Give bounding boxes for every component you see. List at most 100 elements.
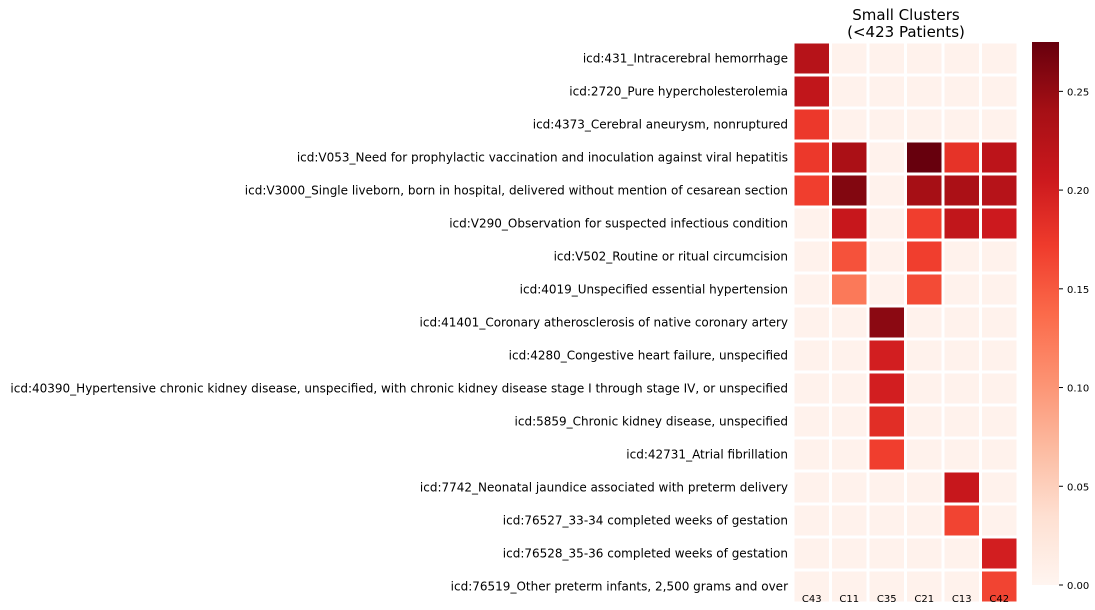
heatmap-cell — [979, 337, 1020, 374]
heatmap-cell — [829, 370, 870, 407]
heatmap-cell — [941, 106, 982, 143]
heatmap-cell — [904, 106, 945, 143]
heatmap-cell — [904, 40, 945, 77]
heatmap-cell — [791, 40, 832, 77]
heatmap-cell — [904, 469, 945, 506]
heatmap-cell — [979, 172, 1020, 209]
chart-title-line-2: (<423 Patients) — [847, 23, 965, 41]
heatmap-cell — [791, 271, 832, 308]
heatmap-cell — [829, 304, 870, 341]
heatmap-cell — [941, 73, 982, 110]
row-label: icd:76528_35-36 completed weeks of gesta… — [503, 547, 788, 561]
column-label: C13 — [952, 594, 972, 605]
heatmap-cell — [979, 238, 1020, 275]
heatmap-cell — [829, 502, 870, 539]
column-label: C21 — [914, 594, 934, 605]
heatmap-cell — [829, 469, 870, 506]
colorbar — [1032, 42, 1059, 585]
heatmap-cell — [791, 436, 832, 473]
heatmap-cell — [791, 205, 832, 242]
heatmap-cell — [791, 106, 832, 143]
row-label: icd:5859_Chronic kidney disease, unspeci… — [515, 415, 788, 429]
heatmap-cell — [829, 238, 870, 275]
heatmap-cell — [866, 139, 907, 176]
heatmap-cell — [866, 370, 907, 407]
heatmap-cell — [866, 502, 907, 539]
heatmap-cell — [904, 337, 945, 374]
heatmap-cell — [941, 436, 982, 473]
row-label: icd:7742_Neonatal jaundice associated wi… — [420, 481, 788, 495]
heatmap-cell — [791, 139, 832, 176]
heatmap-cell — [866, 535, 907, 572]
heatmap-cell — [979, 403, 1020, 440]
heatmap-cell — [866, 403, 907, 440]
heatmap-cell — [941, 568, 982, 605]
heatmap-cell — [866, 271, 907, 308]
heatmap-cell — [941, 535, 982, 572]
heatmap-cell — [904, 502, 945, 539]
heatmap-cell — [979, 205, 1020, 242]
heatmap-cell — [829, 73, 870, 110]
heatmap-cell — [904, 370, 945, 407]
row-labels: icd:431_Intracerebral hemorrhage icd:2720… — [10, 52, 788, 594]
heatmap-cell — [866, 436, 907, 473]
heatmap-cell — [866, 568, 907, 605]
heatmap-cell — [829, 139, 870, 176]
heatmap-cell — [904, 304, 945, 341]
heatmap-cell — [979, 436, 1020, 473]
row-label: icd:76519_Other preterm infants, 2,500 g… — [451, 580, 788, 594]
heatmap-cell — [941, 172, 982, 209]
row-label: icd:4280_Congestive heart failure, unspe… — [509, 349, 788, 363]
heatmap-cell — [979, 139, 1020, 176]
heatmap-cell — [791, 73, 832, 110]
column-label: C35 — [877, 594, 897, 605]
column-label: C42 — [989, 594, 1009, 605]
heatmap-cell — [866, 337, 907, 374]
colorbar-tick-label: 0.10 — [1067, 384, 1089, 395]
heatmap-cell — [904, 205, 945, 242]
heatmap-cell — [904, 238, 945, 275]
row-label: icd:V290_Observation for suspected infec… — [449, 217, 788, 231]
colorbar-tick-label: 0.15 — [1067, 285, 1089, 296]
heatmap-cell — [791, 337, 832, 374]
colorbar-ticks: 0.00 0.05 0.10 0.15 0.20 0.25 — [1059, 87, 1089, 592]
heatmap-cell — [866, 304, 907, 341]
heatmap-cell — [941, 40, 982, 77]
heatmap-cell — [829, 535, 870, 572]
heatmap-cell — [979, 469, 1020, 506]
heatmap-cell — [904, 403, 945, 440]
heatmap-cell — [979, 304, 1020, 341]
row-label: icd:V053_Need for prophylactic vaccinati… — [297, 151, 788, 165]
heatmap-cell — [941, 337, 982, 374]
row-label: icd:V502_Routine or ritual circumcision — [554, 250, 788, 264]
row-label: icd:V3000_Single liveborn, born in hospi… — [245, 184, 788, 198]
heatmap-cell — [791, 238, 832, 275]
chart-title-line-1: Small Clusters — [852, 6, 960, 24]
colorbar-gradient — [1032, 42, 1059, 585]
heatmap-cell — [791, 370, 832, 407]
heatmap-cell — [904, 436, 945, 473]
heatmap-cell — [941, 370, 982, 407]
row-label: icd:2720_Pure hypercholesterolemia — [569, 85, 788, 99]
heatmap-cell — [904, 535, 945, 572]
heatmap-cell — [791, 403, 832, 440]
colorbar-tick-label: 0.20 — [1067, 186, 1089, 197]
row-label: icd:41401_Coronary atherosclerosis of na… — [420, 316, 788, 330]
heatmap-cell — [941, 139, 982, 176]
column-labels: C43 C11 C35 C21 C13 C42 — [802, 594, 1009, 605]
heatmap-cell — [979, 568, 1020, 605]
heatmap-cell — [866, 40, 907, 77]
heatmap-cell — [791, 469, 832, 506]
heatmap-cells — [791, 40, 1020, 605]
heatmap-cell — [866, 238, 907, 275]
column-label: C43 — [802, 594, 822, 605]
heatmap-cell — [829, 172, 870, 209]
heatmap-cell — [791, 535, 832, 572]
heatmap-cell — [829, 436, 870, 473]
heatmap-cell — [866, 106, 907, 143]
heatmap-cell — [904, 271, 945, 308]
heatmap-cell — [941, 205, 982, 242]
colorbar-tick-label: 0.25 — [1067, 87, 1089, 98]
row-label: icd:4373_Cerebral aneurysm, nonruptured — [533, 118, 788, 132]
heatmap-cell — [904, 139, 945, 176]
